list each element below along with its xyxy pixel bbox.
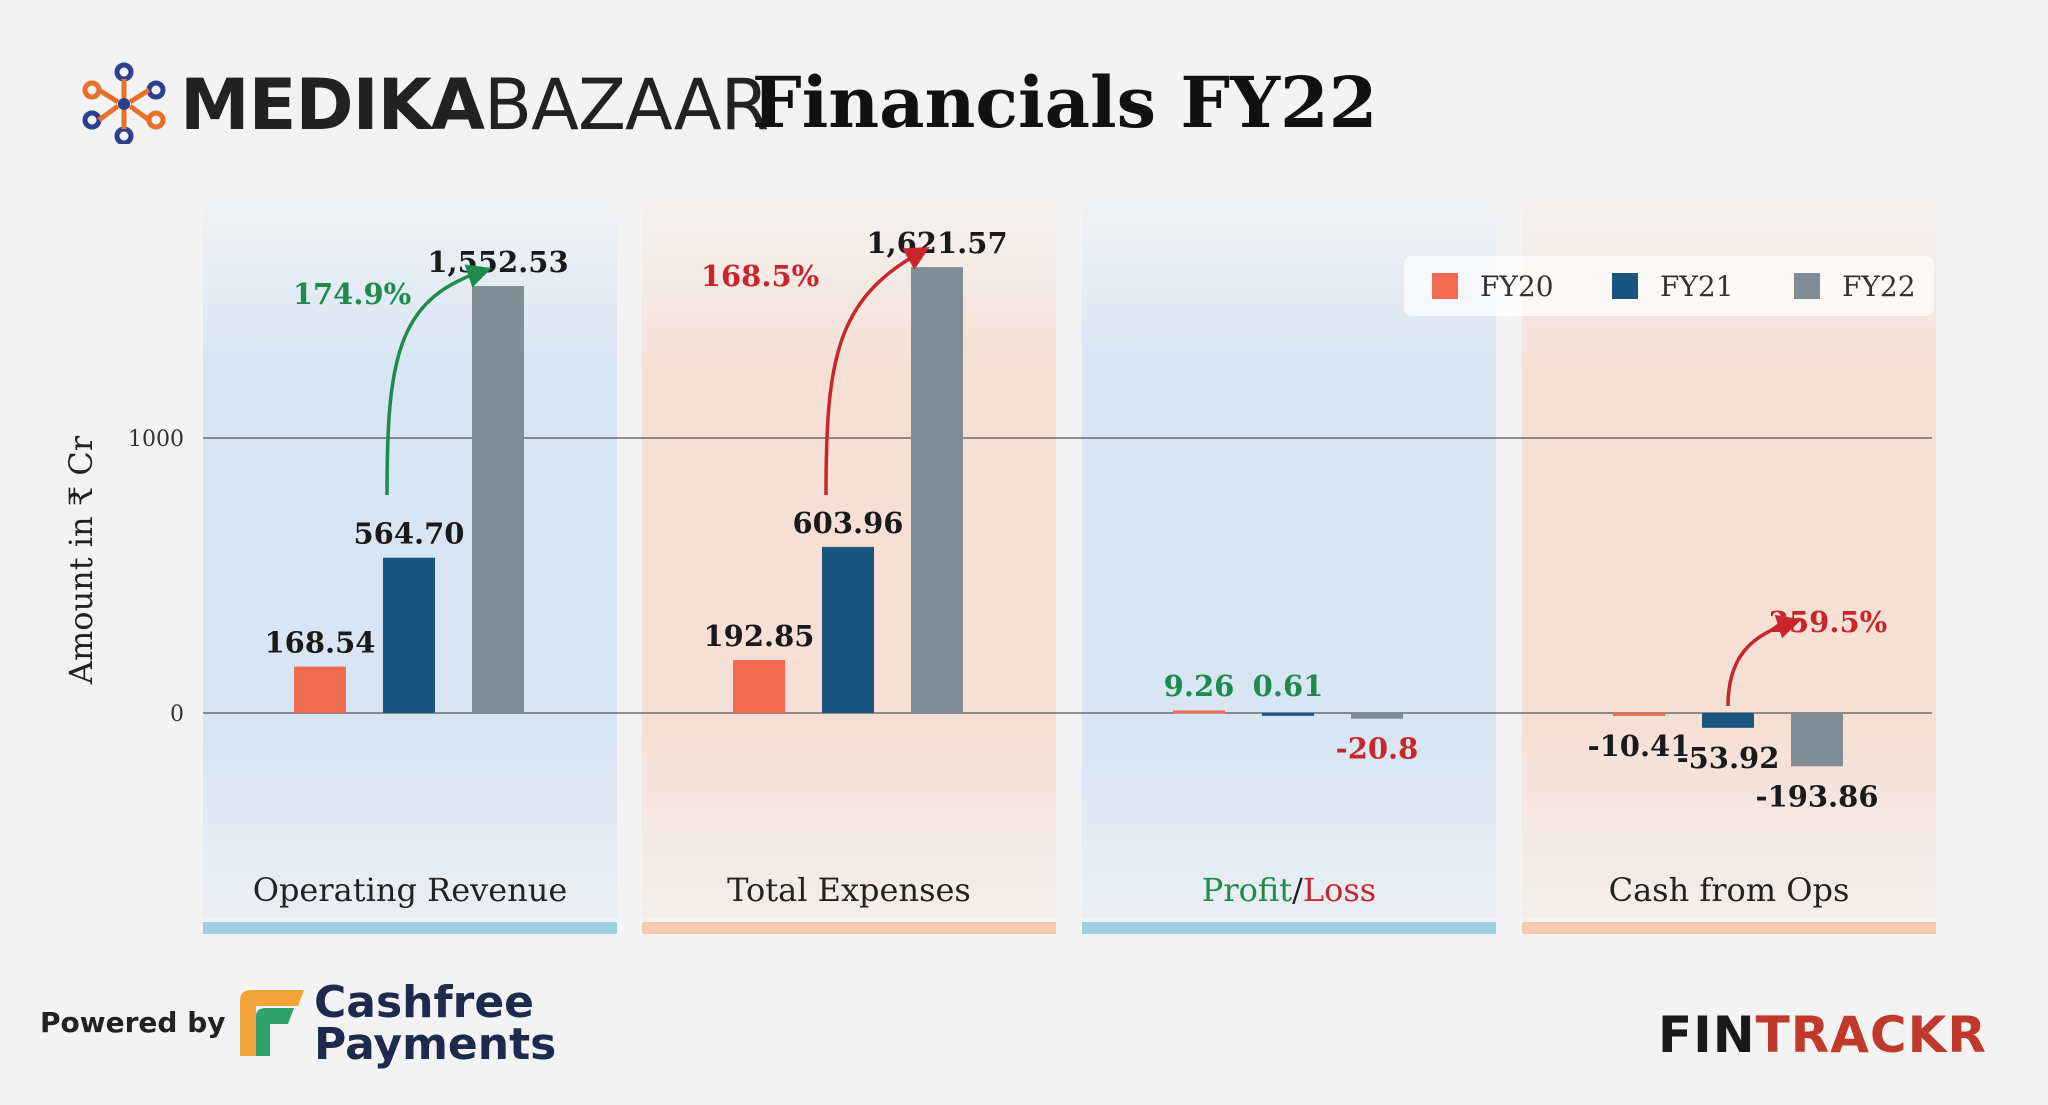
panel-operating-revenue [203, 185, 617, 918]
value-label-operating-revenue-fy20: 168.54 [265, 626, 376, 660]
panel-underline-total-expenses [642, 922, 1056, 934]
legend-item-fy20: FY20 [1432, 256, 1554, 316]
legend: FY20 FY21 FY22 [1404, 256, 1934, 316]
bar-operating-revenue-fy21 [383, 557, 435, 713]
powered-by-label: Powered by [40, 1006, 226, 1039]
bar-operating-revenue-fy20 [294, 666, 346, 713]
cashfree-wordmark: Cashfree Payments [314, 977, 557, 1070]
value-label-profit-loss-fy22: -20.8 [1336, 732, 1419, 766]
fintrackr-part1: FIN [1658, 1006, 1756, 1064]
brand-bold: MEDIKA [180, 64, 485, 146]
value-label-profit-loss-fy20: 9.26 [1164, 669, 1235, 703]
legend-swatch-fy22 [1794, 273, 1820, 299]
legend-label-fy20: FY20 [1480, 269, 1554, 303]
y-tick-label-0: 0 [170, 702, 184, 727]
page-title: Financials FY22 [752, 61, 1378, 144]
bar-total-expenses-fy20 [733, 659, 785, 713]
value-label-profit-loss-fy21: 0.61 [1253, 669, 1324, 703]
value-label-operating-revenue-fy21: 564.70 [354, 517, 465, 551]
cashfree-logo-icon [240, 990, 304, 1056]
value-label-total-expenses-fy20: 192.85 [704, 619, 815, 653]
cashfree-line1: Cashfree [314, 977, 535, 1028]
category-label-total-expenses: Total Expenses [727, 871, 971, 909]
legend-label-fy21: FY21 [1660, 269, 1734, 303]
value-label-operating-revenue-fy22: 1,552.53 [427, 245, 568, 279]
legend-item-fy22: FY22 [1794, 256, 1916, 316]
value-label-cash-from-ops-fy22: -193.86 [1755, 779, 1878, 813]
growth-label-operating-revenue: 174.9% [293, 277, 411, 311]
bar-profit-loss-fy21 [1262, 712, 1314, 716]
value-label-cash-from-ops-fy21: -53.92 [1677, 741, 1780, 775]
legend-item-fy21: FY21 [1612, 256, 1734, 316]
y-tick-label-1000: 1000 [128, 427, 184, 452]
bar-operating-revenue-fy22 [472, 286, 524, 713]
growth-arrow-operating-revenue [385, 264, 492, 496]
legend-swatch-fy20 [1432, 273, 1458, 299]
growth-arrow-total-expenses [824, 247, 930, 496]
bar-profit-loss-fy20 [1173, 710, 1225, 714]
chart: 0 1000 Amount in ₹ Cr 168.54 564.70 1,552.53 O… [62, 185, 1936, 934]
growth-label-cash-from-ops: 259.5% [1769, 605, 1887, 639]
bar-cash-from-ops-fy22 [1791, 713, 1843, 767]
cashfree-line2: Payments [314, 1019, 557, 1070]
value-label-cash-from-ops-fy20: -10.41 [1588, 729, 1691, 763]
category-label-cash-from-ops: Cash from Ops [1609, 871, 1850, 909]
growth-arrow-cash-from-ops [1726, 614, 1802, 707]
medikabazaar-logo-icon [82, 62, 166, 144]
bar-total-expenses-fy22 [911, 267, 963, 713]
panel-underline-profit-loss [1082, 922, 1496, 934]
bar-profit-loss-fy22 [1351, 713, 1403, 719]
y-axis-label: Amount in ₹ Cr [62, 435, 100, 685]
growth-label-total-expenses: 168.5% [701, 259, 819, 293]
value-label-total-expenses-fy21: 603.96 [793, 506, 904, 540]
category-label-operating-revenue: Operating Revenue [253, 871, 568, 909]
bar-total-expenses-fy21 [822, 546, 874, 713]
brand-wordmark: MEDIKABAZAAR [180, 60, 769, 150]
bar-cash-from-ops-fy21 [1702, 713, 1754, 728]
category-label-profit-loss: Profit/Loss [1202, 871, 1376, 909]
legend-label-fy22: FY22 [1842, 269, 1916, 303]
panel-underline-operating-revenue [203, 922, 617, 934]
panel-underline-cash-from-ops [1522, 922, 1936, 934]
bar-cash-from-ops-fy20 [1613, 713, 1665, 716]
fintrackr-logo: FINTRACKR [1658, 1006, 1987, 1064]
brand-light: BAZAAR [484, 64, 769, 146]
header: MEDIKABAZAAR Financials FY22 [0, 0, 2048, 180]
legend-swatch-fy21 [1612, 273, 1638, 299]
value-label-total-expenses-fy22: 1,621.57 [866, 226, 1007, 260]
fintrackr-part2: TRACKR [1755, 1006, 1987, 1064]
